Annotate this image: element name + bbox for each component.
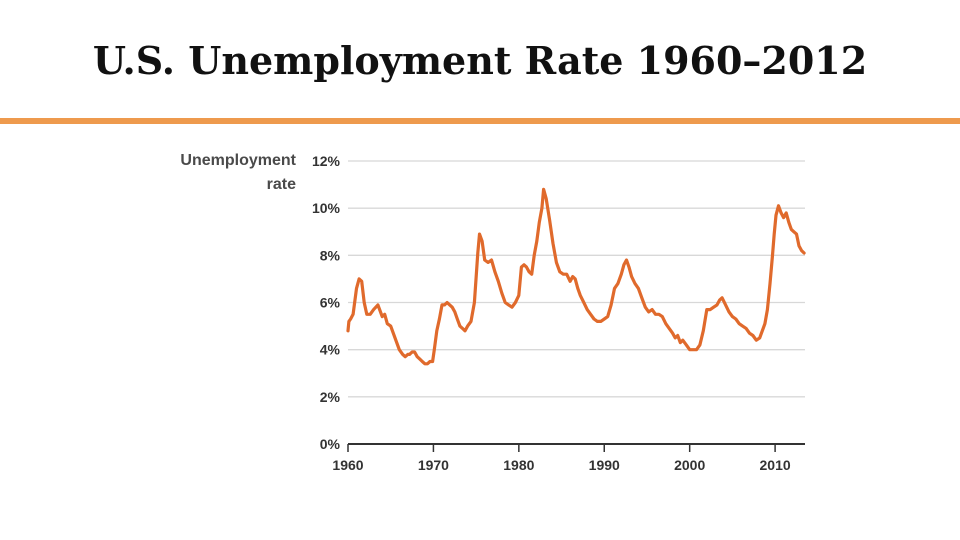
x-axis — [347, 443, 805, 452]
y-tick-label: 12% — [312, 153, 341, 169]
y-tick-label: 2% — [320, 389, 341, 405]
y-tick-labels: 0% 2% 4% 6% 8% 10% 12% — [312, 153, 341, 452]
x-tick-label: 1980 — [503, 457, 534, 473]
y-tick-label: 10% — [312, 200, 341, 216]
x-tick-labels: 1960 1970 1980 1990 2000 2010 — [332, 457, 790, 473]
x-tick-label: 2000 — [674, 457, 705, 473]
x-tick-label: 1970 — [418, 457, 449, 473]
y-axis-title-line-1: Unemployment — [180, 152, 296, 169]
grid-lines — [348, 160, 805, 398]
x-tick-label: 1960 — [332, 457, 363, 473]
y-tick-label: 0% — [320, 436, 341, 452]
slide-title: U.S. Unemployment Rate 1960–2012 — [92, 38, 868, 83]
y-axis-title-line-2: rate — [267, 176, 296, 193]
title-rule — [0, 118, 960, 124]
x-tick-label: 1990 — [589, 457, 620, 473]
x-tick-label: 2010 — [760, 457, 791, 473]
y-tick-label: 4% — [320, 342, 341, 358]
y-tick-label: 6% — [320, 295, 341, 311]
y-tick-label: 8% — [320, 247, 341, 263]
unemployment-rate-line — [346, 187, 806, 366]
